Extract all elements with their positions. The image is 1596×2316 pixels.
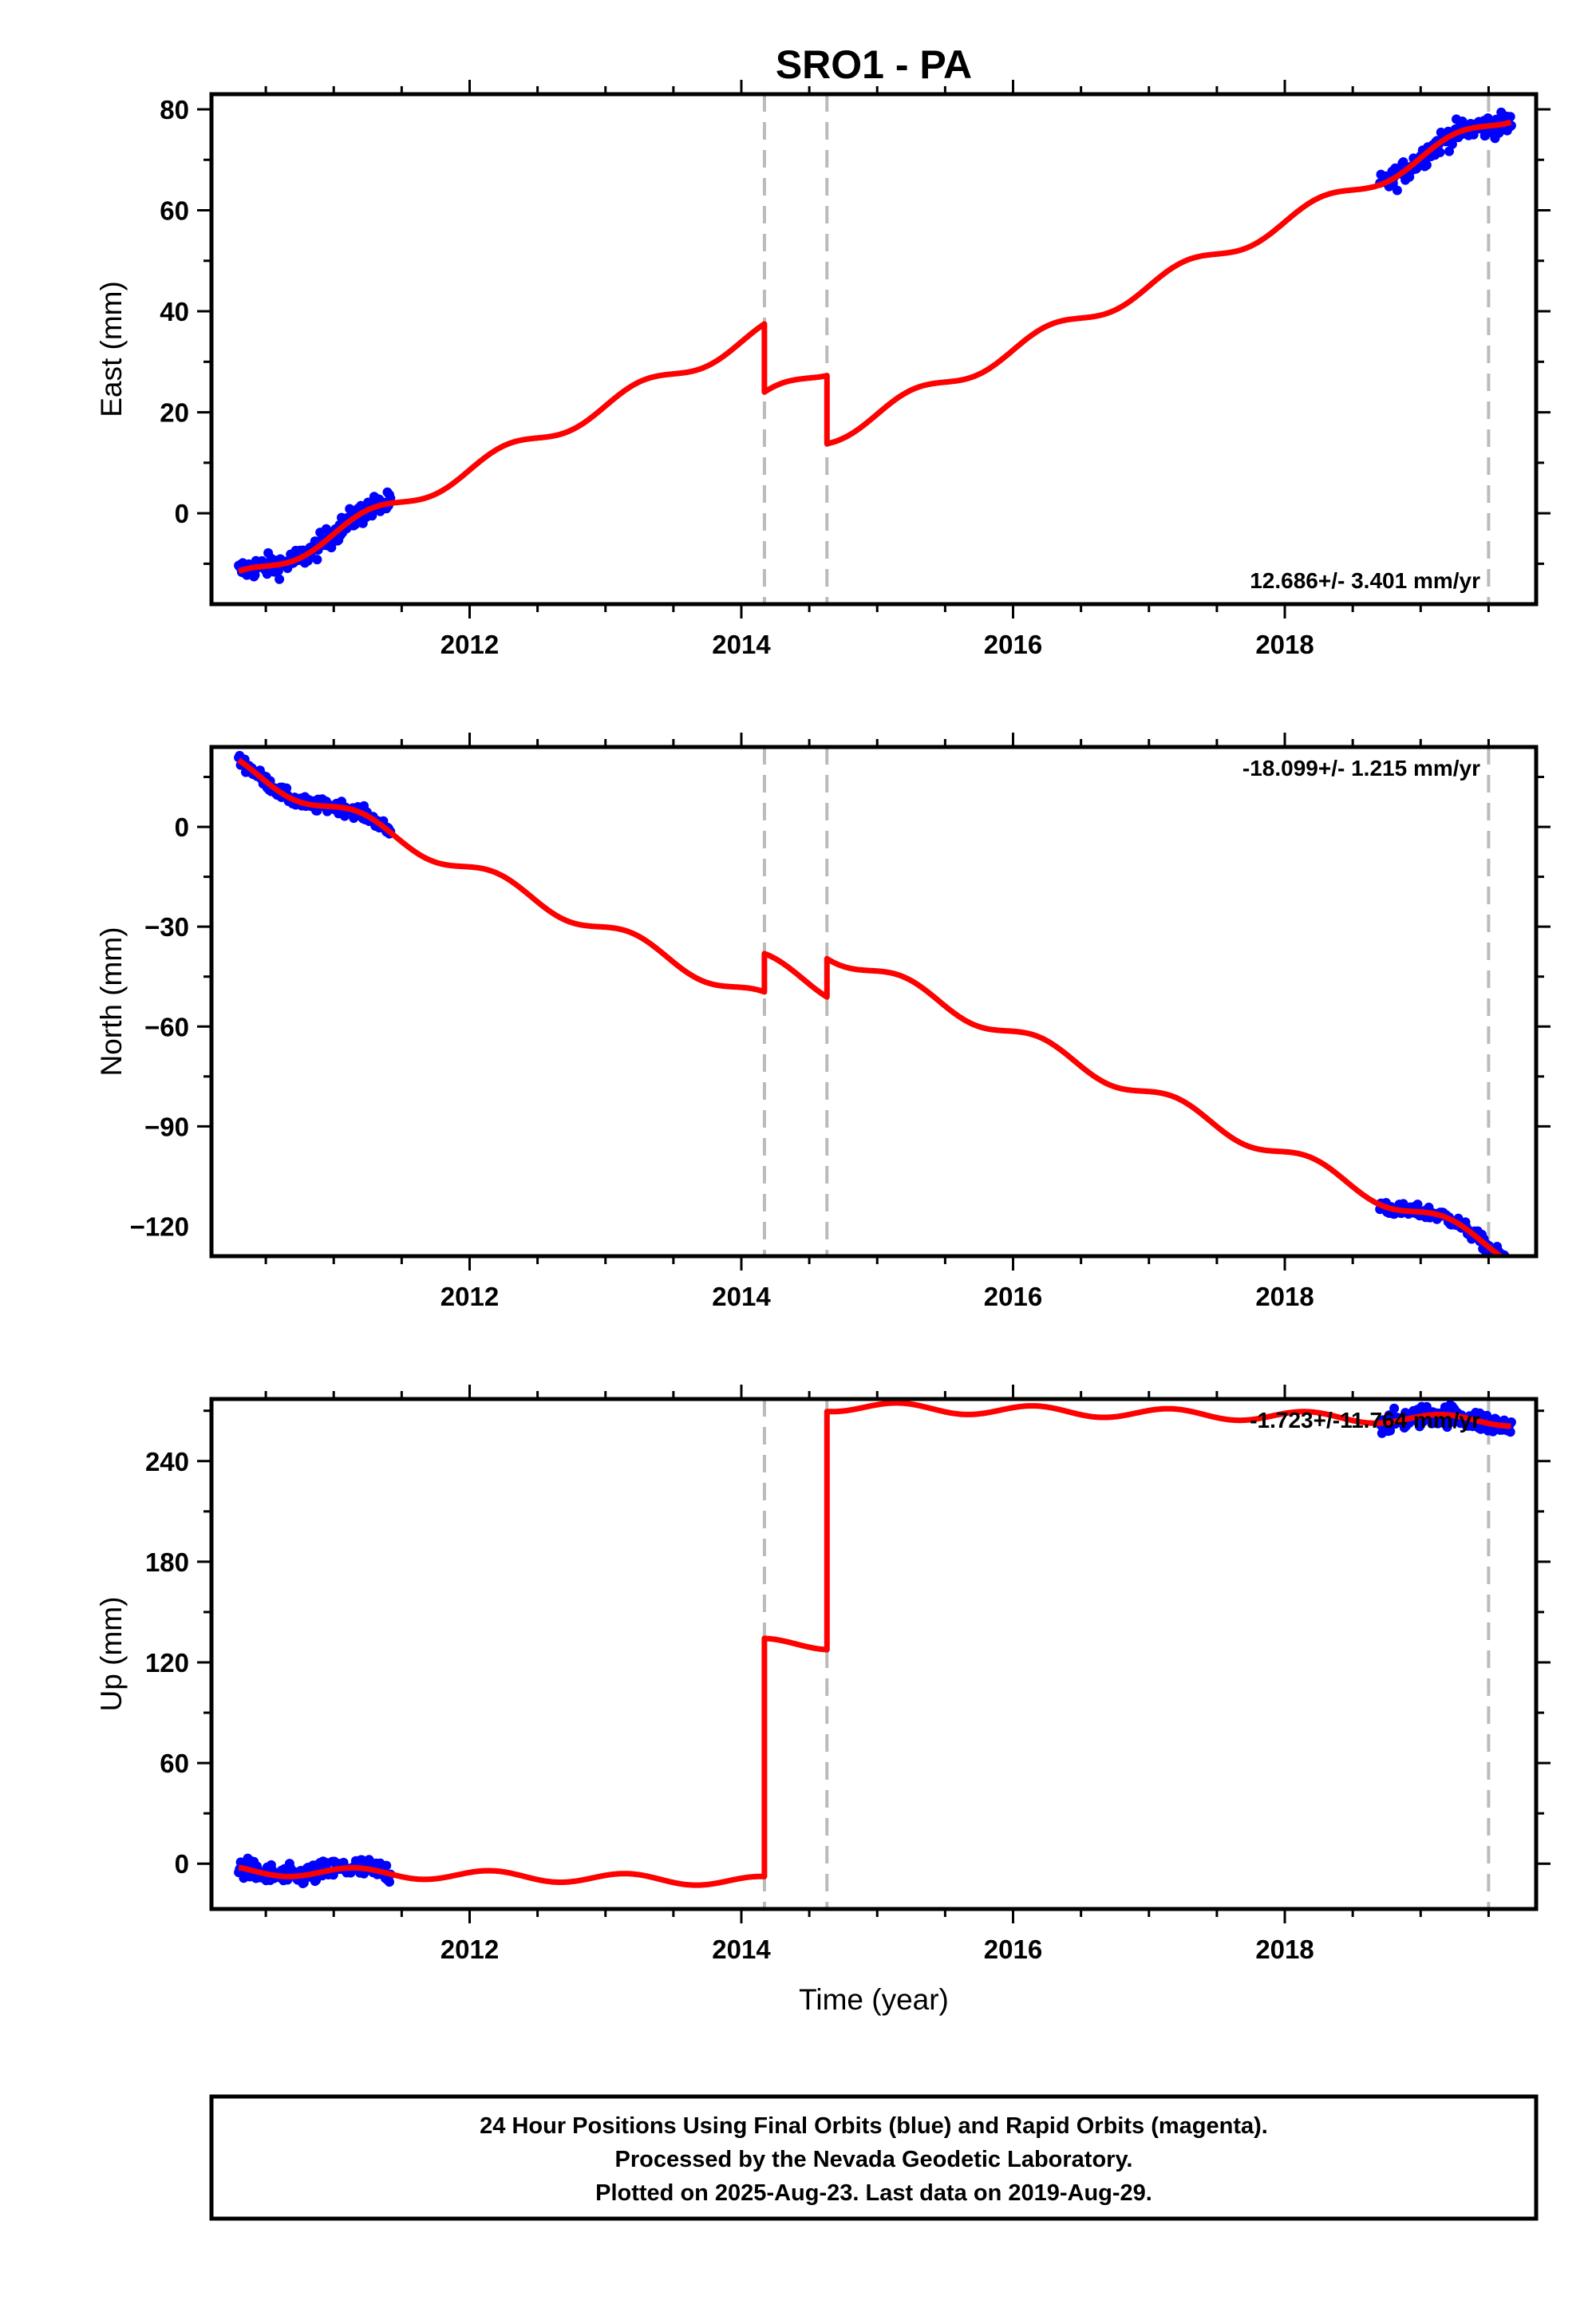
y-tick-label: 80 xyxy=(160,95,189,124)
data-point xyxy=(381,1860,392,1871)
x-tick-label: 2018 xyxy=(1255,1935,1314,1964)
y-tick-label: 60 xyxy=(160,196,189,226)
y-axis-label-up: Up (mm) xyxy=(95,1597,128,1712)
data-point xyxy=(1505,1427,1515,1437)
y-tick-label: 0 xyxy=(175,1849,189,1879)
y-tick-label: 0 xyxy=(175,499,189,528)
x-tick-label: 2018 xyxy=(1255,630,1314,659)
data-points-up xyxy=(234,1400,1516,1888)
x-tick-label: 2014 xyxy=(712,1282,771,1311)
footer-line-1: 24 Hour Positions Using Final Orbits (bl… xyxy=(480,2113,1268,2139)
data-point xyxy=(1505,112,1515,122)
y-tick-label: 120 xyxy=(145,1648,189,1678)
panel-up: 2012 2014 2016 2018 0 60 120 180 240 Up (mm) -1.72… xyxy=(95,1385,1551,1964)
panel-north: 2012 2014 2016 2018 0 −30 −60 −90 −120 North (mm)… xyxy=(95,733,1551,1311)
x-tick-label: 2014 xyxy=(712,1935,771,1964)
x-axis-label: Time (year) xyxy=(799,1983,949,2016)
x-tick-label: 2012 xyxy=(440,630,499,659)
y-tick-label: 40 xyxy=(160,297,189,326)
x-tick-label: 2016 xyxy=(984,630,1042,659)
data-point xyxy=(275,574,285,584)
data-points-east xyxy=(234,107,1516,584)
model-fit-line-up xyxy=(236,1400,1514,1888)
data-point xyxy=(1385,1425,1395,1436)
rate-label-east: 12.686+/- 3.401 mm/yr xyxy=(1250,568,1480,593)
footer-box xyxy=(209,2094,1539,2221)
x-tick-label: 2012 xyxy=(440,1282,499,1311)
data-point xyxy=(1435,148,1445,157)
plot-frame-north xyxy=(209,745,1539,1259)
x-tick-label: 2016 xyxy=(984,1282,1042,1311)
x-tick-label: 2012 xyxy=(440,1935,499,1964)
y-tick-label: 0 xyxy=(175,812,189,842)
x-tick-label: 2018 xyxy=(1255,1282,1314,1311)
y-tick-label: 20 xyxy=(160,398,189,428)
y-tick-label: −30 xyxy=(144,912,189,942)
y-tick-label: −60 xyxy=(144,1012,189,1041)
data-point xyxy=(312,555,322,565)
model-fit-line-east xyxy=(236,119,1514,574)
y-axis-label-east: East (mm) xyxy=(95,281,128,417)
data-point xyxy=(1502,1258,1511,1267)
data-point xyxy=(1389,1403,1400,1413)
panel-east: 2012 2014 2016 2018 0 20 40 60 80 East (mm) 12.686… xyxy=(95,80,1551,659)
footer-line-2: Processed by the Nevada Geodetic Laborat… xyxy=(615,2147,1133,2172)
data-point xyxy=(321,524,331,534)
data-point xyxy=(385,1877,394,1887)
rate-label-north: -18.099+/- 1.215 mm/yr xyxy=(1242,756,1480,781)
y-tick-label: 240 xyxy=(145,1447,189,1476)
data-point xyxy=(1392,185,1402,196)
x-tick-label: 2016 xyxy=(984,1935,1042,1964)
data-point xyxy=(1506,1258,1515,1267)
data-point xyxy=(1421,160,1432,170)
plot-frame-up xyxy=(209,1397,1539,1911)
data-point xyxy=(1412,1199,1423,1210)
data-points-north xyxy=(234,750,1516,1272)
x-tick-label: 2014 xyxy=(712,630,771,659)
y-tick-label: −90 xyxy=(144,1112,189,1141)
footer-line-3: Plotted on 2025-Aug-23. Last data on 201… xyxy=(595,2180,1152,2206)
y-tick-label: 180 xyxy=(145,1547,189,1577)
rate-label-up: -1.723+/-11.764 mm/yr xyxy=(1250,1408,1480,1433)
model-fit-line-north xyxy=(236,757,1506,1256)
plot-frame-east xyxy=(209,92,1539,607)
y-tick-label: −120 xyxy=(130,1211,189,1241)
y-tick-label: 60 xyxy=(160,1749,189,1778)
chart-title: SRO1 - PA xyxy=(776,42,972,87)
y-axis-label-north: North (mm) xyxy=(95,927,128,1076)
panels-group: 2012 2014 2016 2018 0 20 40 60 80 East (mm) 12.686… xyxy=(95,80,1551,1964)
data-point xyxy=(1507,1263,1516,1272)
